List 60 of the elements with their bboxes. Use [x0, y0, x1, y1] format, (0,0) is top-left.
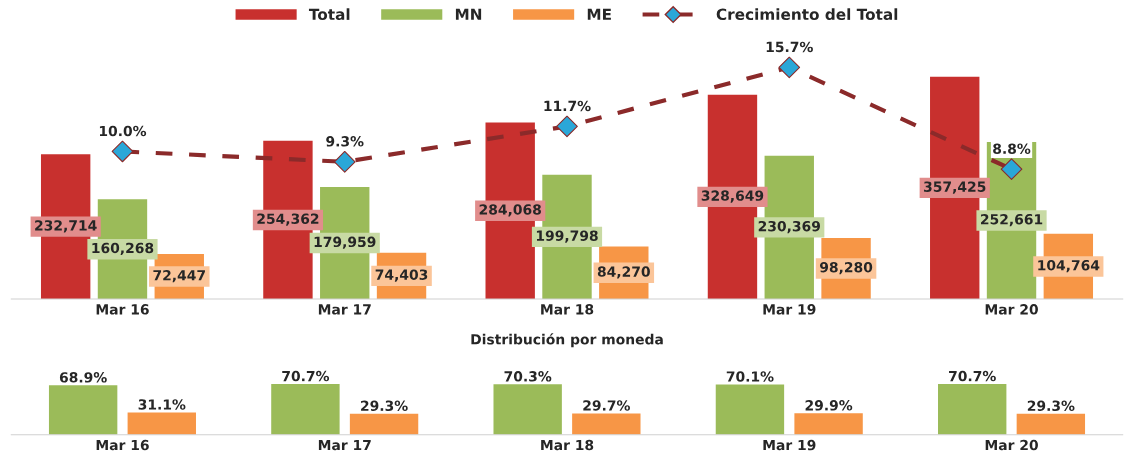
- data-label: 72,447: [153, 270, 205, 283]
- bar: [48, 385, 118, 435]
- data-label: 199,798: [536, 230, 598, 243]
- x-tick-label: Mar 18: [541, 439, 594, 451]
- data-label: 104,764: [1038, 259, 1100, 273]
- x-tick-label: Mar 16: [96, 304, 149, 315]
- bar: [1016, 413, 1086, 435]
- data-label: 15.7%: [766, 41, 813, 53]
- data-label: 70.1%: [726, 371, 774, 382]
- data-label: 29.7%: [583, 400, 630, 411]
- bar: [794, 413, 863, 435]
- chart-title: Distribución por moneda: [471, 333, 663, 348]
- data-label: 10.0%: [99, 125, 147, 137]
- data-label: 98,280: [819, 261, 873, 275]
- data-label: 179,959: [314, 236, 376, 249]
- x-tick-label: Mar 19: [763, 304, 816, 315]
- data-label: 160,268: [92, 242, 154, 255]
- point: [556, 115, 578, 138]
- data-label: 230,369: [758, 220, 821, 234]
- data-label: 11.7%: [544, 100, 591, 112]
- bar: [572, 413, 641, 435]
- bar: [127, 412, 196, 435]
- bar: [493, 384, 562, 435]
- x-tick-label: Mar 19: [763, 439, 816, 451]
- point: [333, 150, 356, 173]
- data-label: 328,649: [701, 190, 764, 203]
- legend-label: ME: [587, 8, 611, 20]
- point: [111, 140, 134, 163]
- data-label: 9.3%: [326, 136, 364, 147]
- x-tick-label: Mar 17: [318, 304, 371, 315]
- data-label: 29.3%: [1027, 400, 1075, 412]
- x-tick-label: Mar 17: [318, 439, 371, 451]
- data-label: 84,270: [597, 266, 650, 279]
- point: [1000, 158, 1023, 181]
- data-label: 70.7%: [949, 370, 996, 382]
- data-label: 29.9%: [805, 400, 853, 411]
- data-label: 357,425: [924, 181, 986, 194]
- data-label: 284,068: [479, 204, 541, 217]
- data-label: 232,714: [35, 220, 97, 233]
- x-tick-label: Mar 16: [96, 439, 149, 451]
- data-label: 8.8%: [993, 143, 1031, 154]
- data-label: 70.7%: [282, 370, 330, 382]
- legend-label: MN: [455, 8, 482, 20]
- x-tick-label: Mar 18: [541, 304, 594, 315]
- bar: [938, 384, 1007, 435]
- x-tick-label: Mar 20: [985, 304, 1038, 315]
- data-label: 31.1%: [138, 399, 186, 410]
- data-label: 252,661: [981, 213, 1043, 227]
- bar: [349, 413, 419, 435]
- legend-label: Crecimiento del Total: [716, 8, 898, 21]
- bar: [271, 384, 340, 435]
- bar: [715, 384, 785, 435]
- data-label: 74,403: [375, 269, 428, 282]
- legend-label: Total: [308, 8, 350, 21]
- data-label: 68.9%: [59, 372, 107, 383]
- point: [778, 56, 801, 79]
- data-label: 254,362: [257, 213, 319, 226]
- data-label: 29.3%: [361, 400, 408, 412]
- data-label: 70.3%: [504, 371, 552, 382]
- x-tick-label: Mar 20: [985, 439, 1038, 451]
